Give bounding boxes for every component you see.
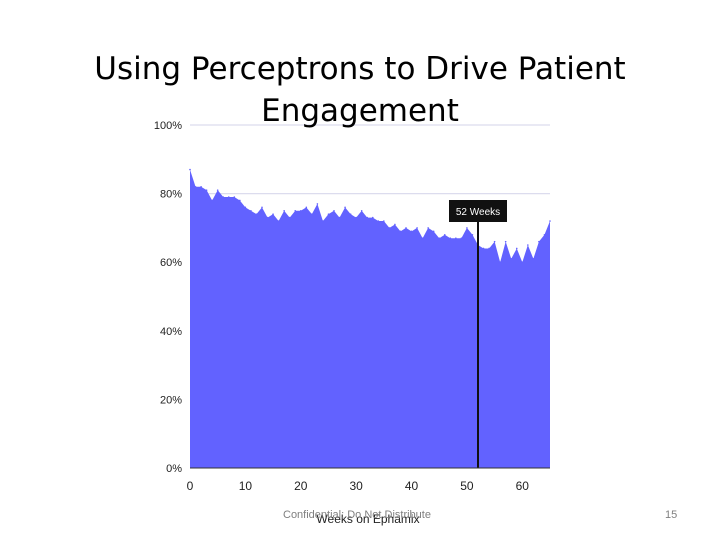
- data-point: [488, 247, 490, 250]
- data-point: [305, 206, 308, 209]
- data-point: [455, 237, 457, 239]
- y-tick-label: 40%: [160, 326, 182, 338]
- data-point: [261, 206, 263, 209]
- data-point: [344, 206, 346, 209]
- data-point: [427, 227, 429, 229]
- data-point: [227, 196, 230, 198]
- data-point: [504, 240, 507, 243]
- data-point: [510, 257, 513, 260]
- engagement-area: [190, 169, 550, 468]
- data-point: [460, 237, 463, 239]
- data-point: [443, 233, 446, 236]
- data-point: [399, 230, 402, 233]
- data-point: [233, 196, 236, 198]
- x-tick-label: 30: [349, 479, 363, 493]
- data-point: [255, 213, 258, 215]
- axes: 0% 20% 40% 60% 80% 100% 0 10 20 30 40 50 60 Weeks on …: [154, 120, 550, 526]
- data-point: [316, 203, 319, 205]
- data-point: [416, 227, 418, 229]
- x-tick-label: 10: [239, 479, 253, 493]
- data-point: [277, 220, 280, 222]
- data-point: [532, 257, 535, 260]
- data-point: [527, 244, 529, 246]
- data-point: [405, 227, 407, 229]
- data-point: [355, 216, 357, 219]
- data-point: [333, 209, 335, 212]
- data-point: [349, 213, 352, 215]
- data-point: [294, 209, 297, 212]
- confidential-footer: Confidential: Do Not Distribute: [283, 509, 431, 521]
- data-point: [272, 213, 274, 215]
- data-point: [521, 261, 524, 264]
- data-point: [432, 230, 435, 233]
- data-point: [410, 230, 413, 233]
- data-point: [244, 206, 247, 209]
- x-tick-label: 40: [405, 479, 419, 493]
- slide-title: Using Perceptrons to Drive Patient Engag…: [94, 51, 626, 129]
- data-point: [250, 209, 252, 212]
- data-point: [216, 189, 219, 191]
- y-tick-label: 100%: [154, 120, 182, 132]
- data-point: [299, 209, 302, 212]
- x-tick-label: 20: [294, 479, 308, 493]
- data-point: [383, 220, 385, 222]
- annotation-label: 52 Weeks: [456, 207, 500, 218]
- data-point: [543, 233, 546, 236]
- data-point: [194, 185, 197, 188]
- data-point: [421, 237, 424, 239]
- data-point: [466, 227, 468, 229]
- x-tick-label: 50: [460, 479, 474, 493]
- data-point: [288, 216, 291, 219]
- data-point: [493, 240, 496, 243]
- data-point: [205, 189, 208, 191]
- data-point: [515, 247, 518, 250]
- data-point: [538, 240, 540, 243]
- y-tick-label: 20%: [160, 394, 182, 406]
- y-tick-label: 80%: [160, 189, 182, 201]
- y-tick-label: 0%: [166, 463, 182, 475]
- data-point: [499, 261, 501, 264]
- x-tick-label: 60: [516, 479, 530, 493]
- page-number: 15: [665, 509, 678, 521]
- data-point: [377, 220, 380, 222]
- data-point: [200, 185, 202, 188]
- annotation-label-bg: [449, 200, 507, 222]
- annotations: 52 Weeks: [449, 200, 507, 468]
- data-point: [449, 237, 452, 239]
- area-series: [189, 168, 551, 468]
- data-point: [322, 220, 324, 222]
- data-point: [266, 216, 269, 219]
- data-point: [338, 216, 341, 219]
- data-point: [222, 196, 225, 198]
- data-point: [327, 213, 330, 215]
- data-point: [211, 199, 213, 202]
- data-point: [360, 209, 363, 212]
- x-tick-label: 0: [187, 479, 194, 493]
- data-point: [239, 199, 241, 202]
- data-point: [311, 213, 313, 215]
- x-axis-title: Weeks on Ephamix: [316, 512, 419, 526]
- data-point: [283, 209, 285, 212]
- data-point: [471, 233, 474, 236]
- data-point: [388, 227, 391, 229]
- y-tick-label: 60%: [160, 257, 182, 269]
- data-point: [549, 220, 551, 222]
- data-point: [438, 237, 441, 239]
- data-point: [366, 216, 369, 219]
- data-point: [189, 168, 191, 171]
- data-point: [394, 223, 396, 226]
- data-point: [482, 247, 485, 250]
- data-point: [371, 216, 374, 219]
